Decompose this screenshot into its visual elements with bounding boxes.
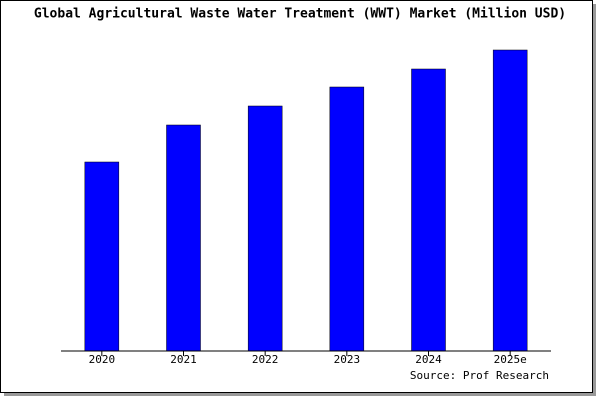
bar [411,68,446,352]
bar [84,161,120,352]
x-tick-label: 2025e [494,353,527,366]
x-tick-label: 2024 [415,353,442,366]
x-tick-label: 2021 [170,353,197,366]
x-tick-label: 2020 [89,353,116,366]
bar [166,124,201,352]
x-tick-label: 2022 [252,353,279,366]
x-tick-label: 2023 [334,353,361,366]
chart-title: Global Agricultural Waste Water Treatmen… [34,7,566,22]
source-note: Source: Prof Research [410,369,549,382]
bar [492,49,528,352]
bar [329,86,365,352]
bar [247,105,283,352]
